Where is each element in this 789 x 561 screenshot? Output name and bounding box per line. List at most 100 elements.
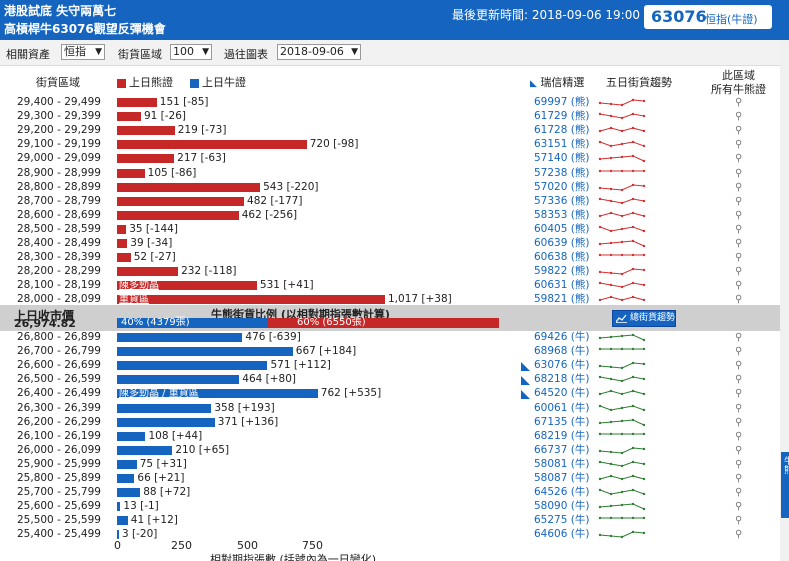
five-day-trend-sparkline[interactable] — [598, 444, 650, 457]
bear-bar[interactable] — [117, 196, 245, 206]
search-icon[interactable]: ⚲ — [735, 458, 743, 470]
bull-bar[interactable] — [117, 361, 268, 371]
bull-bar[interactable] — [117, 516, 128, 526]
search-icon[interactable]: ⚲ — [735, 388, 743, 400]
five-day-trend-sparkline[interactable] — [598, 181, 650, 194]
bear-bar[interactable] — [117, 224, 127, 234]
warrant-code-link[interactable]: 60631 (熊) — [534, 279, 590, 292]
search-icon[interactable]: ⚲ — [735, 360, 743, 372]
warrant-code-link[interactable]: 60061 (牛) — [534, 401, 590, 414]
search-icon[interactable]: ⚲ — [735, 111, 743, 123]
search-icon[interactable]: ⚲ — [735, 501, 743, 513]
selected-warrant-box[interactable]: 63076 恒指(牛證) — [644, 5, 772, 29]
five-day-trend-sparkline[interactable] — [598, 138, 650, 151]
five-day-trend-sparkline[interactable] — [598, 209, 650, 222]
warrant-code-link[interactable]: 60638 (熊) — [534, 251, 590, 264]
search-icon[interactable]: ⚲ — [735, 125, 743, 137]
five-day-trend-sparkline[interactable] — [598, 345, 650, 358]
search-icon[interactable]: ⚲ — [735, 238, 743, 249]
five-day-trend-sparkline[interactable] — [598, 402, 650, 415]
bull-bar[interactable] — [117, 431, 146, 441]
search-icon[interactable]: ⚲ — [735, 487, 743, 499]
bar-note[interactable]: 陳多勁晶 — [119, 280, 159, 292]
warrant-code-link[interactable]: 69997 (熊) — [534, 96, 590, 108]
warrant-code-link[interactable]: 57238 (熊) — [534, 166, 590, 179]
five-day-trend-sparkline[interactable] — [598, 237, 650, 250]
warrant-code-link[interactable]: 68218 (牛) — [534, 373, 590, 386]
five-day-trend-sparkline[interactable] — [598, 96, 650, 109]
bear-bar[interactable] — [117, 98, 157, 107]
five-day-trend-sparkline[interactable] — [598, 279, 650, 292]
search-icon[interactable]: ⚲ — [735, 430, 743, 442]
five-day-trend-sparkline[interactable] — [598, 373, 650, 386]
five-day-trend-sparkline[interactable] — [598, 293, 650, 306]
search-icon[interactable]: ⚲ — [735, 266, 743, 278]
warrant-code-link[interactable]: 66737 (牛) — [534, 443, 590, 456]
five-day-trend-sparkline[interactable] — [598, 223, 650, 236]
search-icon[interactable]: ⚲ — [735, 332, 743, 343]
search-icon[interactable]: ⚲ — [735, 195, 743, 207]
bull-bar[interactable] — [117, 347, 293, 357]
bull-bar[interactable] — [117, 417, 215, 427]
bear-bar[interactable] — [117, 168, 145, 178]
warrant-code-link[interactable]: 68219 (牛) — [534, 429, 590, 442]
five-day-trend-sparkline[interactable] — [598, 458, 650, 471]
warrant-code-link[interactable]: 57336 (熊) — [534, 194, 590, 207]
warrant-code-link[interactable]: 69426 (牛) — [534, 331, 590, 343]
bear-bar[interactable] — [117, 267, 179, 277]
warrant-code-link[interactable]: 61728 (熊) — [534, 124, 590, 137]
search-icon[interactable]: ⚲ — [735, 252, 743, 264]
warrant-code-link[interactable]: 63151 (熊) — [534, 138, 590, 151]
five-day-trend-sparkline[interactable] — [598, 514, 650, 527]
warrant-code-link[interactable]: 65275 (牛) — [534, 514, 590, 527]
asset-select[interactable]: 恒指 ▼ — [61, 44, 105, 60]
bar-note[interactable]: 重貨區 — [119, 294, 149, 306]
headline-line1[interactable]: 港股試底 失守兩萬七 — [4, 4, 117, 18]
bull-bar[interactable] — [117, 488, 141, 498]
bear-bar[interactable] — [117, 253, 131, 263]
five-day-trend-sparkline[interactable] — [598, 472, 650, 485]
search-icon[interactable]: ⚲ — [735, 346, 743, 358]
five-day-trend-sparkline[interactable] — [598, 430, 650, 443]
search-icon[interactable]: ⚲ — [735, 529, 743, 541]
five-day-trend-sparkline[interactable] — [598, 331, 650, 344]
warrant-code-link[interactable]: 68968 (牛) — [534, 345, 590, 358]
search-icon[interactable]: ⚲ — [735, 280, 743, 292]
bear-bar[interactable] — [117, 126, 175, 136]
five-day-trend-sparkline[interactable] — [598, 265, 650, 278]
bear-bar[interactable] — [117, 239, 128, 248]
warrant-code-link[interactable]: 67135 (牛) — [534, 415, 590, 428]
warrant-code-link[interactable]: 59822 (熊) — [534, 265, 590, 278]
bear-bar[interactable] — [117, 295, 385, 305]
bear-bar[interactable] — [117, 112, 141, 122]
warrant-code-link[interactable]: 64526 (牛) — [534, 486, 590, 499]
search-icon[interactable]: ⚲ — [735, 209, 743, 221]
search-icon[interactable]: ⚲ — [735, 181, 743, 193]
bull-bar[interactable] — [117, 530, 119, 540]
vertical-scrollbar[interactable] — [780, 40, 789, 561]
five-day-trend-sparkline[interactable] — [598, 195, 650, 208]
warrant-code-link[interactable]: 60405 (熊) — [534, 222, 590, 235]
warrant-code-link[interactable]: 57140 (熊) — [534, 152, 590, 165]
total-trend-button[interactable]: 總街貨趨勢 — [612, 310, 676, 327]
bull-bar[interactable] — [117, 375, 240, 385]
search-icon[interactable]: ⚲ — [735, 473, 743, 484]
five-day-trend-sparkline[interactable] — [598, 486, 650, 499]
five-day-trend-sparkline[interactable] — [598, 387, 650, 400]
five-day-trend-sparkline[interactable] — [598, 416, 650, 429]
warrant-code-link[interactable]: 59821 (熊) — [534, 293, 590, 306]
bear-bar[interactable] — [117, 140, 307, 150]
five-day-trend-sparkline[interactable] — [598, 500, 650, 513]
bull-bar[interactable] — [117, 333, 243, 342]
bear-bar[interactable] — [117, 281, 257, 291]
side-tab[interactable]: 牛熊 — [781, 452, 789, 518]
warrant-code-link[interactable]: 58090 (牛) — [534, 500, 590, 513]
search-icon[interactable]: ⚲ — [735, 139, 743, 151]
bull-bar[interactable] — [117, 403, 212, 413]
bear-bar[interactable] — [117, 210, 239, 220]
chart-date-select[interactable]: 2018-09-06 ▼ — [277, 44, 361, 60]
bear-bar[interactable] — [117, 154, 175, 164]
search-icon[interactable]: ⚲ — [735, 153, 743, 165]
five-day-trend-sparkline[interactable] — [598, 359, 650, 372]
warrant-code-link[interactable]: 58081 (牛) — [534, 457, 590, 470]
